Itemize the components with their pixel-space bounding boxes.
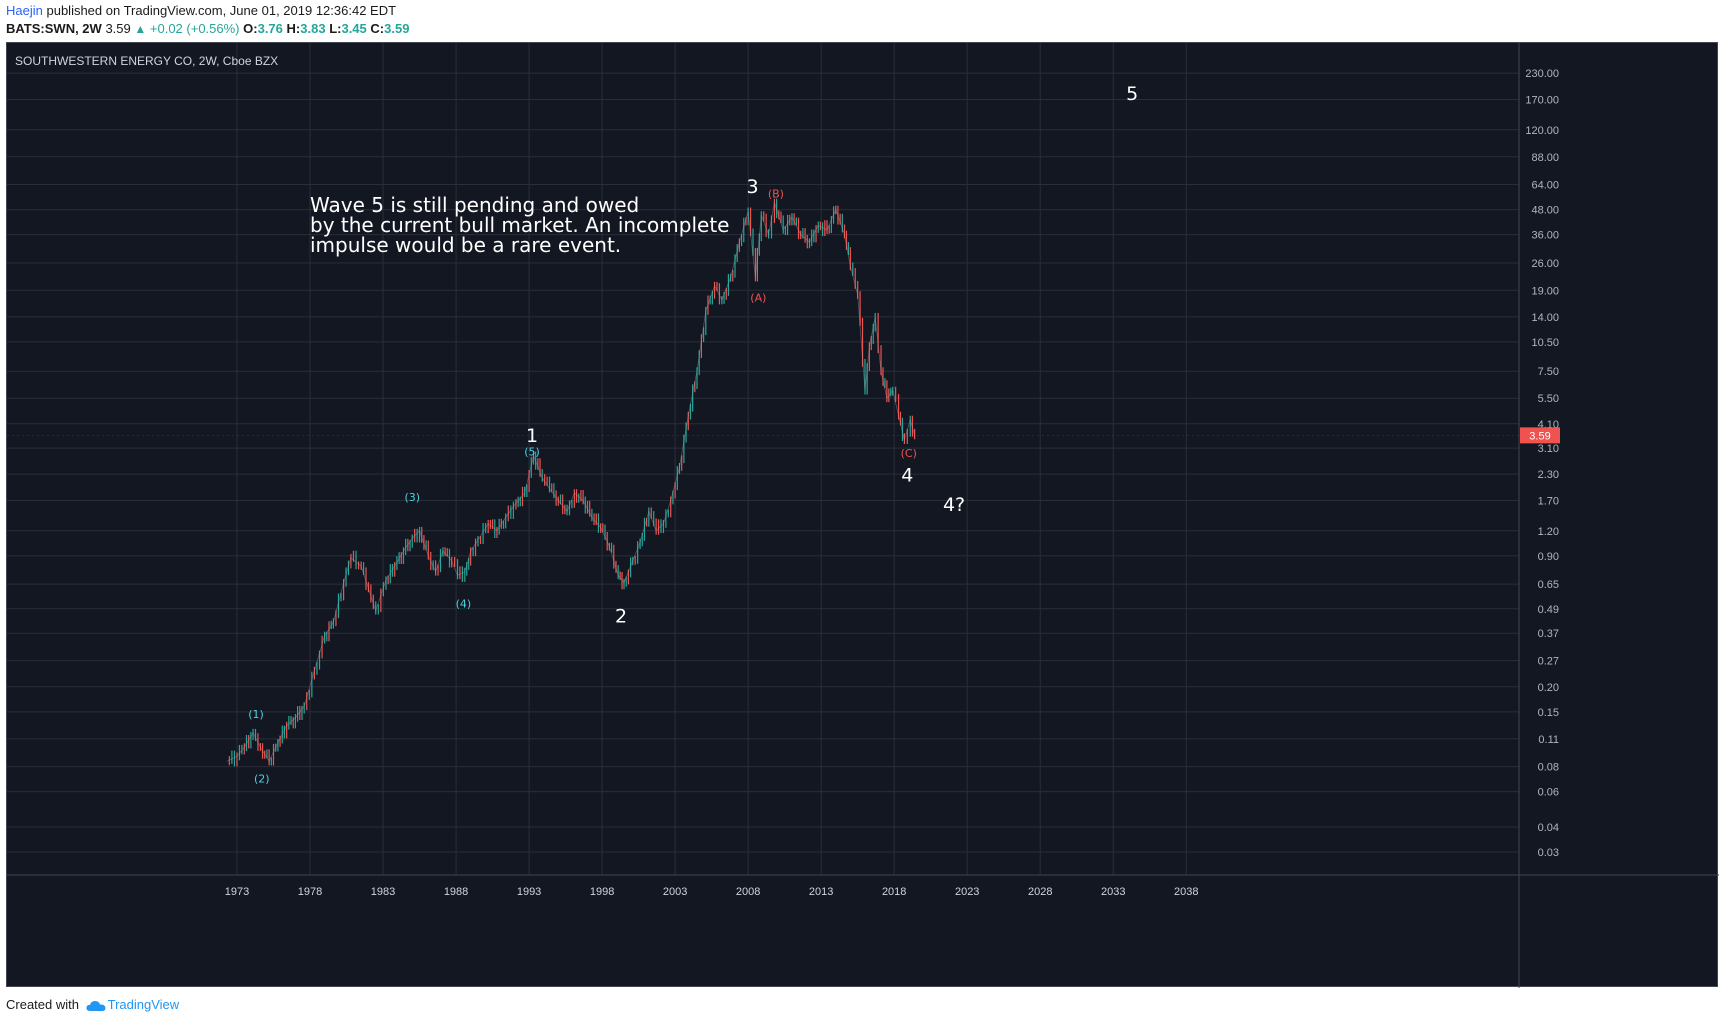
wave-label: 4?: [943, 494, 965, 516]
x-tick-label: 1978: [298, 886, 322, 898]
last-price: 3.59: [105, 21, 131, 36]
wave-label: 1: [526, 425, 538, 447]
y-tick-label: 120.00: [1525, 125, 1559, 137]
wave-label: (3): [404, 491, 420, 504]
x-tick-label: 1998: [590, 886, 614, 898]
y-tick-label: 0.65: [1538, 579, 1559, 591]
footer: Created with TradingView: [6, 997, 179, 1015]
x-tick-label: 2018: [882, 886, 906, 898]
y-tick-label: 2.30: [1538, 469, 1559, 481]
open-label: O:: [243, 21, 258, 36]
y-tick-label: 14.00: [1531, 312, 1559, 324]
wave-label: 3: [746, 176, 758, 198]
y-tick-label: 0.08: [1538, 762, 1559, 774]
x-tick-label: 2008: [736, 886, 760, 898]
y-tick-label: 26.00: [1531, 258, 1559, 270]
last-price-badge: [1520, 427, 1560, 444]
y-tick-label: 5.50: [1538, 393, 1559, 405]
published-text: published on TradingView.com, June 01, 2…: [46, 3, 397, 18]
price-line: [226, 202, 915, 763]
axes: 230.00 170.00 120.00 88.00 64.00 48.00 36.00 26…: [7, 43, 1719, 988]
x-tick-label: 1973: [225, 886, 249, 898]
y-tick-label: 0.27: [1538, 656, 1559, 668]
y-tick-label: 19.00: [1531, 285, 1559, 297]
symbol-label: BATS:SWN, 2W: [6, 21, 102, 36]
wave-label: (2): [254, 772, 270, 785]
price-chart[interactable]: (1) (2) (3) (4) (5)1 2 3 (A) (B) (C) 4 4? 5 230.00 17…: [7, 43, 1719, 988]
y-tick-label: 0.04: [1538, 822, 1559, 834]
low-value: 3.45: [341, 21, 367, 36]
y-tick-label: 48.00: [1531, 205, 1559, 217]
wave-label: 4: [901, 465, 913, 487]
x-tick-label: 2003: [663, 886, 687, 898]
wave-label: (4): [456, 597, 472, 610]
y-tick-label: 0.20: [1538, 682, 1559, 694]
x-tick-label: 2033: [1101, 886, 1125, 898]
chart-panel[interactable]: (1) (2) (3) (4) (5) 1 2 3 (A) (B) (C) 4 4? 5 230.00 17…: [6, 42, 1719, 988]
publish-info: Haejin published on TradingView.com, Jun…: [6, 3, 396, 18]
y-tick-label: 0.37: [1538, 628, 1559, 640]
wave-note-line-2: by the current bull market. An incomplet…: [310, 213, 729, 237]
y-tick-label: 10.50: [1531, 337, 1559, 349]
wave-label: 5: [1126, 83, 1138, 105]
open-value: 3.76: [257, 21, 283, 36]
x-tick-label: 2028: [1028, 886, 1052, 898]
high-label: H:: [286, 21, 301, 36]
x-tick-label: 2013: [809, 886, 833, 898]
y-tick-label: 3.10: [1538, 443, 1559, 455]
created-with-label: Created with: [6, 997, 79, 1012]
y-tick-label: 64.00: [1531, 180, 1559, 192]
last-price-label: 3.59: [1529, 430, 1550, 442]
y-tick-label: 0.49: [1538, 604, 1559, 616]
x-tick-label: 2038: [1174, 886, 1198, 898]
chart-title: SOUTHWESTERN ENERGY CO, 2W, Cboe BZX: [15, 54, 278, 68]
close-label: C:: [370, 21, 385, 36]
y-tick-label: 0.03: [1538, 847, 1559, 859]
wave-annotations: (1) (2) (3) (4) (5)1 2 3 (A) (B) (C) 4 4? 5: [248, 83, 1138, 785]
price-change: +0.02 (+0.56%): [149, 21, 240, 36]
low-label: L:: [329, 21, 342, 36]
high-value: 3.83: [300, 21, 326, 36]
x-tick-label: 1993: [517, 886, 541, 898]
wave-note-line-1: Wave 5 is still pending and owed: [310, 193, 639, 217]
x-tick-label: 1983: [371, 886, 395, 898]
author-link[interactable]: Haejin: [6, 3, 43, 18]
y-tick-label: 7.50: [1538, 366, 1559, 378]
y-tick-label: 0.15: [1538, 707, 1559, 719]
symbol-ohlc-line: BATS:SWN, 2W 3.59 ▲ +0.02 (+0.56%) O:3.7…: [6, 21, 409, 36]
wave-label: (C): [901, 447, 917, 460]
y-tick-label: 230.00: [1525, 68, 1559, 80]
y-tick-label: 0.06: [1538, 787, 1559, 799]
y-tick-label: 170.00: [1525, 94, 1559, 106]
y-tick-label: 1.20: [1538, 526, 1559, 538]
grid-lines: [7, 43, 1519, 875]
x-tick-label: 1988: [444, 886, 468, 898]
y-tick-label: 0.90: [1538, 551, 1559, 563]
y-tick-label: 0.11: [1538, 734, 1559, 746]
y-tick-label: 36.00: [1531, 230, 1559, 242]
wave-label: (A): [750, 291, 766, 304]
price-series: [226, 198, 916, 767]
wave-note-line-3: impulse would be a rare event.: [310, 233, 621, 257]
wave-label: (5): [524, 445, 540, 458]
x-tick-label: 2023: [955, 886, 979, 898]
wave-label: 2: [615, 606, 627, 628]
up-arrow-icon: ▲: [134, 22, 147, 36]
wave-label: (B): [768, 188, 784, 201]
y-tick-label: 1.70: [1538, 495, 1559, 507]
wave-note: Wave 5 is still pending and owed by the …: [310, 193, 736, 257]
wave-label: (1): [248, 708, 264, 721]
tradingview-link[interactable]: TradingView: [107, 997, 180, 1012]
y-tick-label: 88.00: [1531, 152, 1559, 164]
close-value: 3.59: [384, 21, 410, 36]
tradingview-logo-icon: [86, 1000, 106, 1015]
